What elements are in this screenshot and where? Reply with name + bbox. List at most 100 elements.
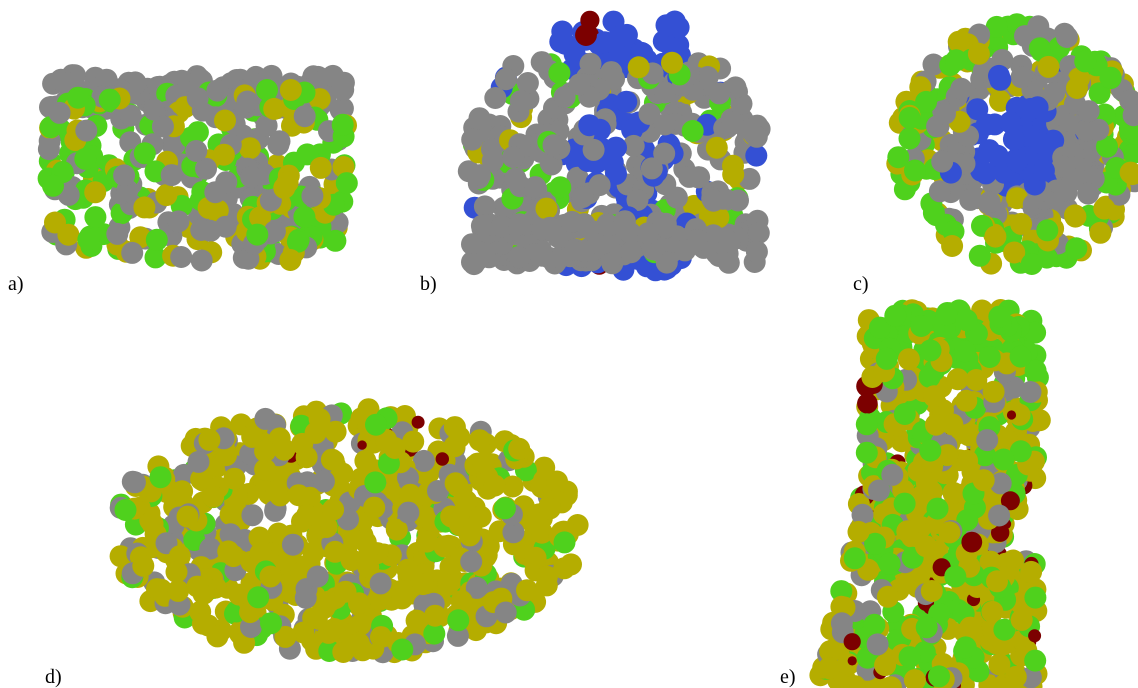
bead: [614, 210, 636, 232]
bead: [661, 52, 683, 74]
bead: [187, 87, 209, 109]
bead: [927, 498, 949, 520]
bead: [273, 439, 295, 461]
bead: [1078, 100, 1100, 122]
bead: [941, 235, 963, 257]
bead: [939, 521, 961, 543]
bead: [206, 80, 228, 102]
bead: [445, 472, 467, 494]
bead: [305, 422, 327, 444]
bead: [955, 390, 977, 412]
bead: [928, 665, 950, 687]
bead: [469, 429, 491, 451]
bead: [384, 437, 406, 459]
bead: [1020, 381, 1042, 403]
bead: [959, 617, 981, 639]
bead: [706, 137, 728, 159]
bead: [959, 189, 981, 211]
bead: [1056, 26, 1078, 48]
bead: [1043, 82, 1065, 104]
bead: [923, 202, 945, 224]
bead: [1024, 587, 1046, 609]
bead: [628, 56, 650, 78]
bead: [495, 68, 517, 90]
bead: [560, 553, 582, 575]
bead: [561, 211, 583, 233]
bead: [1011, 609, 1033, 631]
bead: [925, 414, 947, 436]
bead: [42, 175, 64, 197]
bead: [921, 580, 943, 602]
bead: [703, 190, 725, 212]
bead: [406, 610, 428, 632]
bead: [844, 547, 866, 569]
bead: [868, 480, 890, 502]
bead: [495, 602, 517, 624]
bead: [573, 240, 595, 262]
figure: a) b) c) d) e): [0, 0, 1138, 688]
bead: [254, 440, 276, 462]
panel-label: c): [853, 273, 869, 295]
bead: [910, 315, 932, 337]
bead: [1052, 156, 1074, 178]
bead: [945, 49, 967, 71]
bead: [265, 480, 287, 502]
bead: [509, 213, 531, 235]
bead: [848, 656, 857, 665]
bead: [168, 210, 190, 232]
bead: [38, 138, 60, 160]
bead: [282, 534, 304, 556]
bead: [1033, 160, 1055, 182]
bead: [191, 250, 213, 272]
bead: [920, 339, 942, 361]
bead: [548, 62, 570, 84]
bead: [615, 91, 637, 113]
panel-label: d): [45, 666, 62, 688]
bead: [152, 116, 174, 138]
bead: [578, 114, 600, 136]
bead: [989, 69, 1011, 91]
bead: [332, 114, 354, 136]
bead: [877, 586, 899, 608]
bead: [956, 309, 978, 331]
bead: [856, 413, 878, 435]
bead: [898, 348, 920, 370]
bead: [241, 504, 263, 526]
bead: [461, 129, 483, 151]
bead: [150, 466, 172, 488]
bead: [1021, 253, 1043, 275]
bead: [440, 505, 462, 527]
bead: [641, 157, 663, 179]
bead: [975, 162, 997, 184]
bead: [531, 245, 553, 267]
bead: [879, 553, 901, 575]
bead: [322, 499, 344, 521]
bead: [412, 416, 425, 429]
bead: [325, 421, 347, 443]
bead: [1077, 183, 1099, 205]
bead: [296, 504, 318, 526]
bead: [301, 185, 323, 207]
bead: [246, 224, 268, 246]
bead: [460, 551, 482, 573]
bead: [494, 497, 516, 519]
bead: [155, 184, 177, 206]
bead: [1074, 50, 1096, 72]
bead: [536, 198, 558, 220]
bead: [256, 79, 278, 101]
bead: [397, 502, 419, 524]
bead: [605, 137, 627, 159]
bead: [363, 497, 385, 519]
bead: [1087, 119, 1109, 141]
bead: [876, 348, 898, 370]
bead: [396, 559, 418, 581]
bead: [469, 164, 491, 186]
bead: [549, 176, 571, 198]
bead: [57, 224, 79, 246]
bead: [508, 246, 530, 268]
bead: [106, 223, 128, 245]
bead: [294, 105, 316, 127]
bead: [956, 450, 978, 472]
bead: [666, 187, 688, 209]
bead: [348, 632, 370, 654]
